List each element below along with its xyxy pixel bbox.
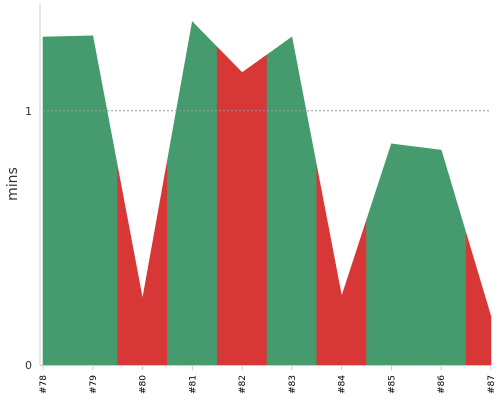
y-tick-group: 01	[25, 105, 32, 372]
y-tick-label-1: 1	[25, 105, 32, 118]
area-segment-82	[216, 46, 268, 366]
area-segment-84	[316, 166, 367, 366]
x-tick-label-87: #87	[487, 375, 497, 394]
y-axis-title: mins	[5, 167, 21, 201]
x-tick-label-84: #84	[338, 375, 348, 394]
duration-area-group	[42, 21, 492, 366]
area-segment-81	[167, 21, 218, 366]
area-segment-80	[117, 160, 168, 366]
area-segment-79	[67, 35, 118, 366]
area-segment-85	[366, 143, 417, 366]
x-tick-label-86: #86	[437, 375, 447, 394]
area-segment-78	[42, 36, 69, 366]
x-tick-label-79: #79	[89, 375, 99, 394]
y-tick-label-0: 0	[25, 359, 32, 372]
x-tick-label-82: #82	[238, 375, 248, 394]
area-segment-86	[416, 146, 467, 366]
area-segment-87	[465, 233, 492, 366]
x-tick-group: #78 #79 #80 #81 #82 #83 #84 #85 #86 #87	[39, 366, 497, 394]
x-tick-label-83: #83	[288, 375, 298, 394]
x-tick-label-80: #80	[139, 375, 149, 394]
x-tick-label-78: #78	[39, 375, 49, 394]
area-segment-83	[266, 36, 318, 366]
x-tick-label-81: #81	[188, 375, 198, 394]
x-tick-label-85: #85	[387, 375, 397, 394]
